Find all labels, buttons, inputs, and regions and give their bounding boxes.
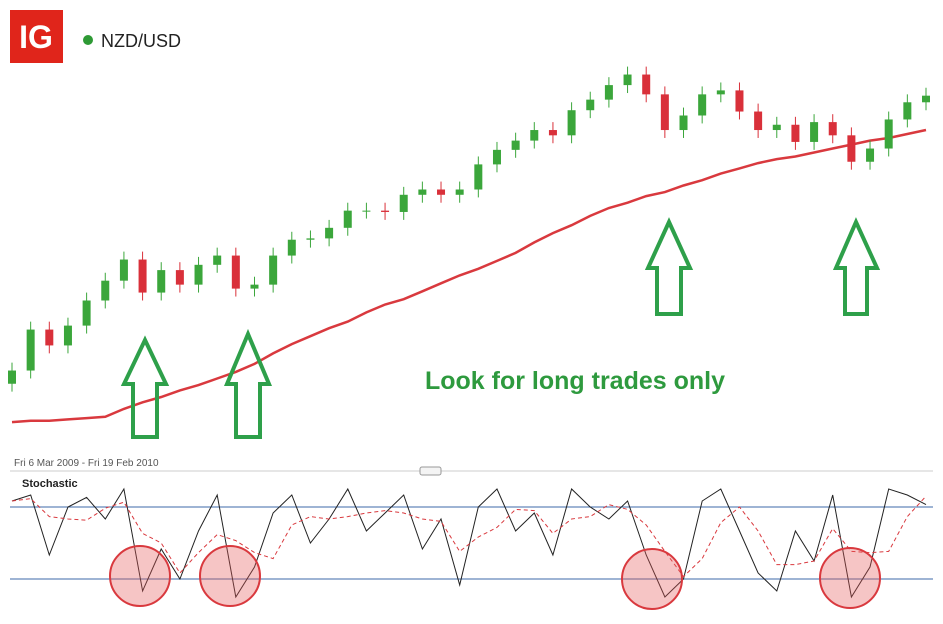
candle-body xyxy=(45,329,54,346)
candle-body xyxy=(362,210,371,212)
highlight xyxy=(621,548,683,610)
candle-body xyxy=(716,90,725,95)
candle-body xyxy=(586,99,595,111)
arrow xyxy=(223,328,273,439)
candle-body xyxy=(511,140,520,150)
candle-body xyxy=(530,130,539,141)
candle-body xyxy=(884,119,893,149)
candle-body xyxy=(437,189,446,195)
candle-body xyxy=(101,280,110,301)
candle-body xyxy=(119,259,128,281)
arrows xyxy=(120,217,881,439)
candle-body xyxy=(194,264,203,285)
date-range: Fri 6 Mar 2009 - Fri 19 Feb 2010 xyxy=(14,458,159,469)
candle-body xyxy=(63,325,72,346)
candle-body xyxy=(567,110,576,136)
candle-body xyxy=(735,90,744,112)
candle-body xyxy=(325,227,334,239)
candle-body xyxy=(903,102,912,120)
candle-body xyxy=(642,74,651,95)
logo-box xyxy=(10,10,63,63)
annotation: Look for long trades only xyxy=(425,367,725,395)
panel-title: Stochastic xyxy=(22,478,78,490)
logo: IG xyxy=(19,19,53,55)
candle-body xyxy=(660,94,669,131)
candle-body xyxy=(623,74,632,86)
candle-body xyxy=(679,115,688,131)
candle-body xyxy=(381,210,390,212)
moving-average xyxy=(11,128,927,424)
candle-body xyxy=(8,370,16,384)
arrow xyxy=(120,335,170,439)
symbol: NZD/USD xyxy=(101,31,181,51)
candle-body xyxy=(418,189,427,195)
candle-body xyxy=(157,270,166,293)
resize-handle[interactable] xyxy=(419,466,442,476)
candle-body xyxy=(399,194,408,212)
candle-body xyxy=(791,124,800,142)
arrow xyxy=(644,217,694,316)
candle-body xyxy=(847,135,856,162)
candle-body xyxy=(548,130,557,136)
plot xyxy=(8,66,933,599)
candle-body xyxy=(604,85,613,100)
candle-body xyxy=(474,164,483,190)
status-dot xyxy=(83,35,93,45)
highlights xyxy=(109,545,881,610)
stochastic-line xyxy=(11,495,927,578)
candle-body xyxy=(343,210,352,228)
candle-body xyxy=(922,95,930,103)
candle-body xyxy=(810,122,819,142)
candle-body xyxy=(287,239,296,256)
candle-body xyxy=(306,238,315,240)
candle-body xyxy=(138,259,147,293)
candle-body xyxy=(26,329,35,371)
candle-body xyxy=(213,255,222,265)
candle-body xyxy=(269,255,278,285)
candle-body xyxy=(772,124,781,131)
arrow xyxy=(832,217,881,316)
candle-body xyxy=(866,148,875,162)
candle-body xyxy=(754,111,763,131)
candle-body xyxy=(492,149,501,165)
candle-body xyxy=(175,270,184,285)
candle-body xyxy=(231,255,240,289)
candle-body xyxy=(250,284,259,289)
highlight xyxy=(819,547,881,609)
candle-body xyxy=(828,122,837,136)
candle-body xyxy=(698,94,707,116)
highlight xyxy=(109,545,171,607)
highlight xyxy=(199,545,261,607)
candle-body xyxy=(455,189,464,195)
candle-body xyxy=(82,300,91,326)
stochastic-line xyxy=(11,487,927,599)
